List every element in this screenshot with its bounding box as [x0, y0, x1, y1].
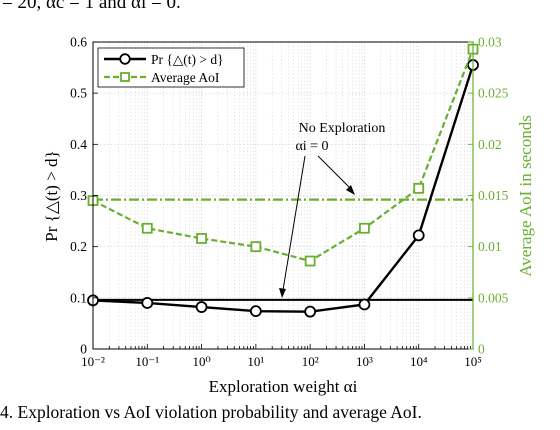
- x-tick-label: 10⁴: [410, 354, 428, 369]
- series-line-aoi: [92, 48, 475, 263]
- y-axis-label-left: Pr {△(t) > d}: [42, 150, 61, 241]
- series-line-probability: [92, 64, 475, 313]
- data-point-aoi: [196, 233, 207, 244]
- y-tick-label-right: 0.025: [478, 86, 509, 101]
- annotation-arrowhead-right: [346, 185, 355, 195]
- y-tick-label-right: 0.02: [478, 137, 502, 152]
- legend-marker-square: [120, 72, 130, 82]
- y-tick-label-left: 0.2: [70, 239, 87, 254]
- annotation-line1: No Exploration: [299, 121, 386, 136]
- y-tick-label-left: 0.5: [70, 86, 87, 101]
- y-tick-label-right: 0.015: [478, 188, 509, 203]
- y-tick-label-left: 0.4: [70, 137, 87, 152]
- x-tick-label: 10⁻¹: [135, 354, 159, 369]
- data-point-aoi: [250, 241, 262, 253]
- x-tick-label: 10⁻²: [81, 354, 105, 369]
- truncated-text: = 20, αc = 1 and αi = 0.: [2, 0, 181, 13]
- data-point-probability: [304, 305, 317, 318]
- data-series: [87, 43, 479, 318]
- y-axis-label-right: Average AoI in seconds: [516, 115, 535, 277]
- legend: Pr {△(t) > d} Average AoI: [97, 47, 245, 88]
- x-tick-label: 10³: [356, 354, 373, 369]
- annotation-no-exploration: No Exploration αi = 0: [279, 121, 385, 298]
- y-tick-label-left: 0.3: [70, 188, 87, 203]
- annotation-arrow-left: [282, 155, 306, 291]
- data-point-probability: [249, 305, 262, 318]
- y-tick-label-left: 0.6: [70, 35, 87, 50]
- y-tick-label-right: 0.01: [478, 239, 502, 254]
- y-tick-label-right: 0: [478, 342, 485, 357]
- x-axis-label: Exploration weight αi: [209, 377, 358, 396]
- data-point-probability: [141, 297, 154, 309]
- tick-labels: 0 0.1 0.2 0.3 0.4 0.5 0.6 0 0.005 0.01 0.015 0.02 0.…: [70, 35, 509, 370]
- legend-label-probability: Pr {△(t) > d}: [151, 52, 224, 67]
- legend-marker-circle: [119, 53, 131, 65]
- reference-lines: [93, 198, 473, 301]
- data-point-aoi: [141, 222, 153, 234]
- annotation-line2: αi = 0: [295, 139, 328, 154]
- x-tick-label: 10¹: [247, 354, 264, 369]
- data-point-probability: [195, 301, 208, 313]
- y-tick-label-left: 0: [80, 342, 87, 357]
- data-point-probability: [412, 229, 425, 242]
- y-tick-label-right: 0.03: [478, 35, 502, 50]
- data-point-aoi: [413, 182, 425, 194]
- data-point-aoi: [304, 255, 316, 267]
- y-tick-label-right: 0.005: [478, 290, 509, 305]
- y-tick-label-left: 0.1: [70, 290, 87, 305]
- legend-label-aoi: Average AoI: [151, 70, 220, 85]
- data-point-probability: [358, 298, 371, 311]
- annotation-arrowhead-left: [279, 288, 286, 298]
- x-tick-label: 10²: [302, 354, 319, 369]
- annotation-arrow-right: [317, 155, 353, 191]
- figure-caption: 4. Exploration vs AoI violation probabil…: [0, 402, 422, 422]
- x-tick-label: 10⁵: [464, 354, 482, 369]
- x-tick-label: 10⁰: [192, 354, 210, 369]
- data-point-aoi: [359, 222, 370, 234]
- axis-ticks: [92, 41, 473, 350]
- truncated-text-line: = 20, αc = 1 and αi = 0.: [0, 0, 560, 22]
